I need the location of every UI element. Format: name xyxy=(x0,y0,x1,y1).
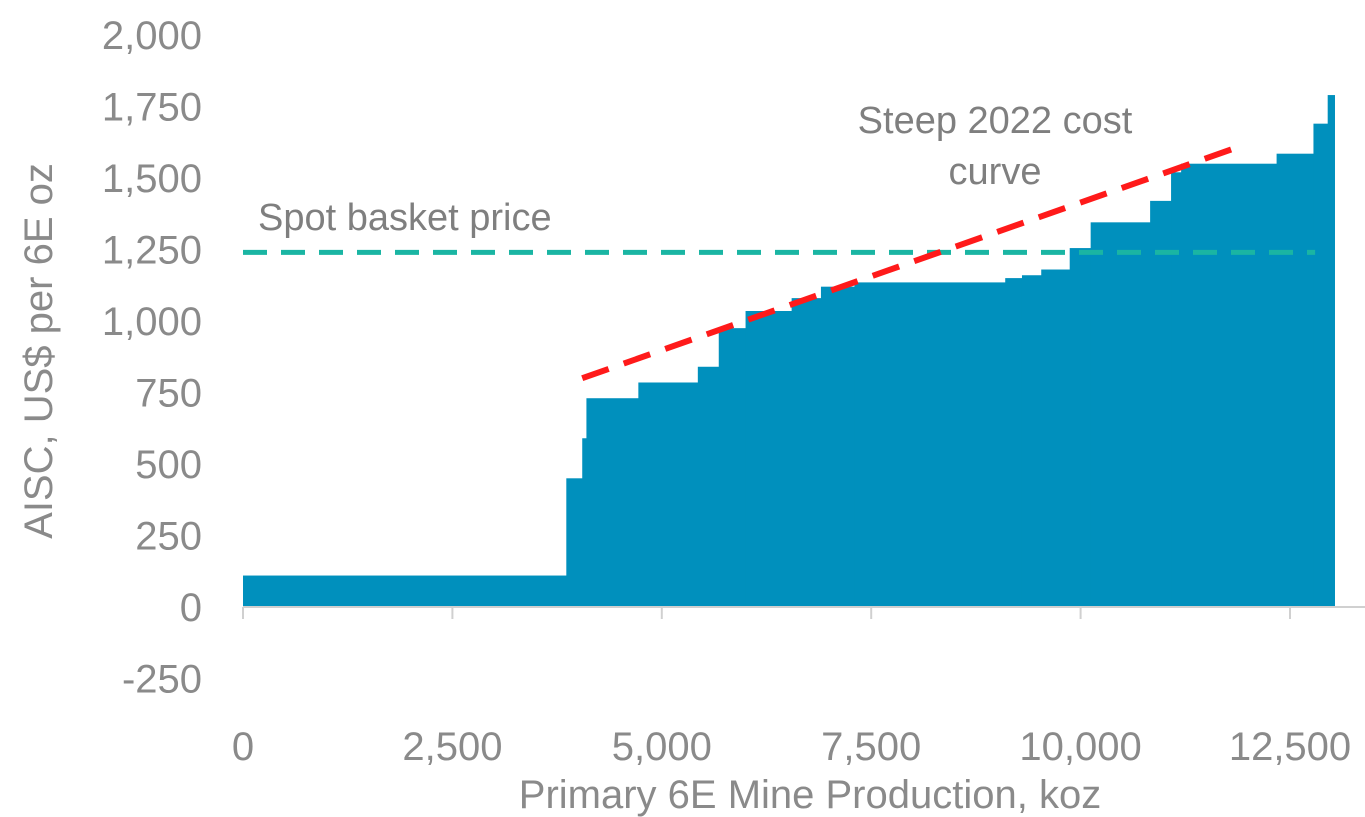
y-tick-label-1: 0 xyxy=(180,586,202,630)
cost-bar-21 xyxy=(1327,95,1335,607)
y-tick-label-2: 250 xyxy=(135,515,202,559)
x-axis-title: Primary 6E Mine Production, koz xyxy=(519,773,1101,817)
x-tick-label-0: 0 xyxy=(232,725,254,769)
cost-bar-10 xyxy=(854,282,1006,607)
spot-price-label: Spot basket price xyxy=(258,197,552,239)
cost-bar-1 xyxy=(566,478,583,607)
x-tick-label-5: 12,500 xyxy=(1229,725,1351,769)
cost-bar-11 xyxy=(1005,278,1023,607)
cost-bar-0 xyxy=(243,575,567,607)
x-tick-label-4: 10,000 xyxy=(1019,725,1141,769)
cost-bar-14 xyxy=(1069,248,1092,607)
y-tick-label-9: 2,000 xyxy=(102,14,202,58)
cost-bar-4 xyxy=(638,382,699,607)
cost-bar-9 xyxy=(820,286,856,607)
cost-bar-20 xyxy=(1313,123,1329,607)
trend-line xyxy=(581,146,1233,382)
cost-bar-2 xyxy=(582,438,588,607)
cost-bar-12 xyxy=(1021,275,1042,607)
cost-bar-15 xyxy=(1090,222,1151,607)
cost-bar-6 xyxy=(718,328,747,607)
cost-bar-3 xyxy=(586,398,639,607)
bars-layer xyxy=(243,95,1335,607)
lines-layer xyxy=(243,146,1316,382)
labels-layer: Spot basket price Steep 2022 cost curve … xyxy=(17,100,1133,817)
trend-label-line1: Steep 2022 cost xyxy=(858,100,1133,142)
cost-bar-16 xyxy=(1150,200,1172,607)
x-tick-label-1: 2,500 xyxy=(402,725,502,769)
y-tick-label-7: 1,500 xyxy=(102,157,202,201)
cost-bar-19 xyxy=(1276,153,1315,607)
y-tick-label-6: 1,250 xyxy=(102,229,202,273)
y-tick-label-4: 750 xyxy=(135,372,202,416)
cost-bar-5 xyxy=(697,366,720,607)
x-tick-label-3: 7,500 xyxy=(821,725,921,769)
y-axis-title: AISC, US$ per 6E oz xyxy=(17,163,61,539)
cost-bar-8 xyxy=(791,298,822,607)
y-tick-label-8: 1,750 xyxy=(102,86,202,130)
cost-bar-7 xyxy=(745,310,793,607)
y-tick-label-3: 500 xyxy=(135,443,202,487)
y-tick-label-0: -250 xyxy=(122,658,202,702)
axis-layer: 0 2,500 5,000 7,500 10,000 12,500 -250 0 250 500 7… xyxy=(102,14,1365,769)
cost-bar-18 xyxy=(1181,163,1278,607)
cost-bar-13 xyxy=(1041,269,1071,607)
x-tick-label-2: 5,000 xyxy=(612,725,712,769)
y-tick-label-5: 1,000 xyxy=(102,300,202,344)
cost-bar-17 xyxy=(1171,172,1182,607)
trend-label-line2: curve xyxy=(949,151,1042,193)
